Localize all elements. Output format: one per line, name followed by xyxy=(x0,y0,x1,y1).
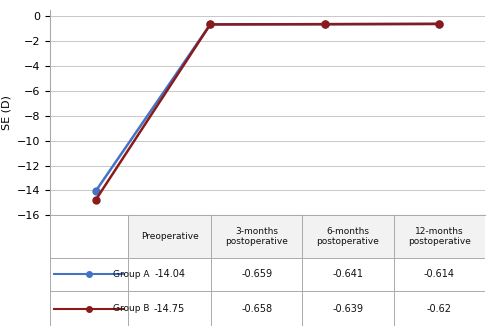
Bar xyxy=(394,291,485,326)
Bar xyxy=(302,291,394,326)
Bar xyxy=(211,291,302,326)
Text: Preoperative: Preoperative xyxy=(141,232,199,241)
Bar xyxy=(394,257,485,291)
Bar xyxy=(128,257,211,291)
Text: -0.659: -0.659 xyxy=(241,269,272,279)
Bar xyxy=(394,215,485,257)
Bar xyxy=(128,215,211,257)
Bar xyxy=(211,257,302,291)
Y-axis label: SE (D): SE (D) xyxy=(1,95,11,130)
Text: Group A: Group A xyxy=(113,270,150,279)
Text: -0.641: -0.641 xyxy=(332,269,364,279)
Bar xyxy=(302,257,394,291)
Text: 3-months
postoperative: 3-months postoperative xyxy=(225,227,288,246)
Text: 12-months
postoperative: 12-months postoperative xyxy=(408,227,471,246)
Text: -0.62: -0.62 xyxy=(427,304,452,314)
Text: -14.04: -14.04 xyxy=(154,269,185,279)
Text: -0.639: -0.639 xyxy=(332,304,364,314)
Bar xyxy=(50,215,128,257)
Bar xyxy=(211,215,302,257)
Bar xyxy=(50,257,128,291)
Text: Group B: Group B xyxy=(113,304,150,313)
Text: -14.75: -14.75 xyxy=(154,304,185,314)
Text: -0.614: -0.614 xyxy=(424,269,455,279)
Bar xyxy=(128,291,211,326)
Text: -0.658: -0.658 xyxy=(241,304,272,314)
Text: 6-months
postoperative: 6-months postoperative xyxy=(316,227,380,246)
Bar xyxy=(302,215,394,257)
Bar xyxy=(50,291,128,326)
